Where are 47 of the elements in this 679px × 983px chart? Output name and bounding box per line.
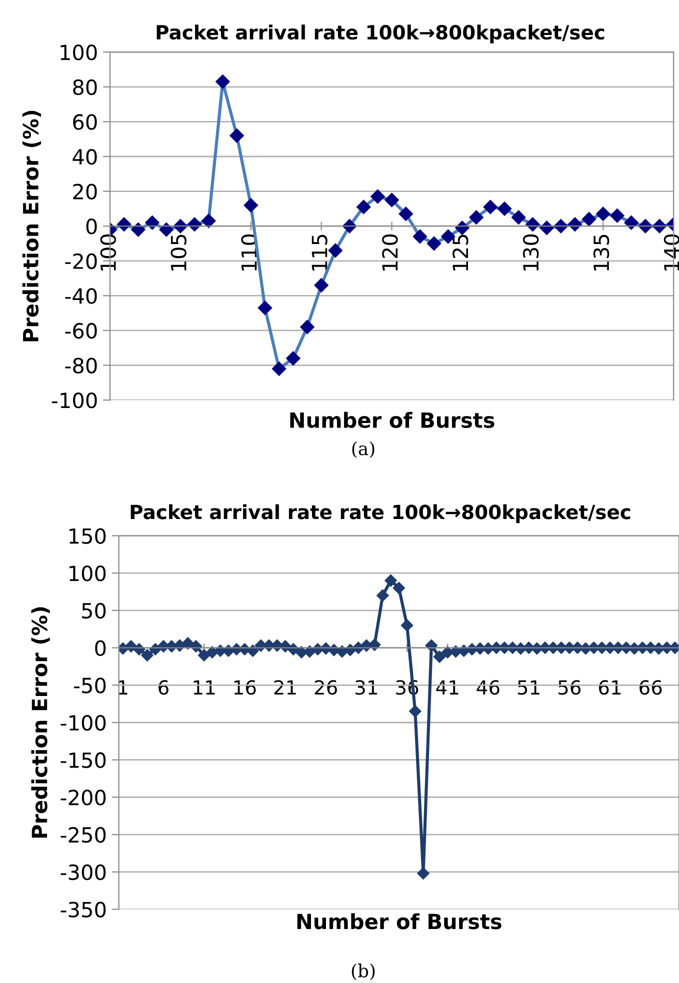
- x-tick-label: 1: [118, 680, 128, 695]
- chart-title: Packet arrival rate 100k→800kpacket/sec: [156, 24, 604, 44]
- y-tick-label: 80: [73, 79, 97, 96]
- x-tick-label: 135: [593, 234, 610, 271]
- x-tick-label: 6: [158, 680, 168, 695]
- y-tick-label: -60: [65, 322, 97, 339]
- x-tick-label: 16: [234, 680, 256, 695]
- y-tick-label: -80: [65, 358, 97, 374]
- x-tick-label: 56: [558, 680, 581, 695]
- y-tick-label: -350: [60, 902, 106, 918]
- y-tick-label: -250: [60, 827, 106, 843]
- y-tick-label: -300: [60, 864, 106, 880]
- y-tick-label: 50: [82, 602, 106, 619]
- y-tick-label: 60: [73, 114, 97, 130]
- x-tick-label: 115: [312, 234, 328, 271]
- y-tick-label: -50: [74, 678, 106, 694]
- y-tick-label: 150: [70, 528, 106, 544]
- x-tick-label: 51: [518, 680, 540, 695]
- y-tick-label: 40: [72, 148, 97, 165]
- text: (b): [352, 964, 375, 980]
- x-axis-title: Number of Bursts: [297, 913, 502, 930]
- y-tick-label: -100: [60, 714, 106, 731]
- y-tick-label: 0: [86, 218, 97, 234]
- y-tick-label: 100: [60, 44, 97, 60]
- x-tick-label: 26: [314, 680, 337, 695]
- x-tick-label: 61: [598, 680, 621, 695]
- x-tick-label: 31: [356, 680, 378, 695]
- x-tick-label: 21: [274, 680, 296, 695]
- x-tick-label: 125: [452, 234, 468, 271]
- y-axis-title: Prediction Error (%): [31, 607, 50, 838]
- y-tick-label: -150: [60, 752, 106, 768]
- y-tick-label: 0: [95, 640, 106, 656]
- x-tick-label: 130: [522, 234, 539, 271]
- text: (a): [352, 441, 374, 458]
- x-tick-label: 105: [170, 234, 186, 271]
- y-tick-label: -20: [65, 253, 97, 270]
- y-tick-label: -40: [65, 288, 97, 304]
- y-tick-label: -100: [52, 392, 97, 408]
- y-axis-title: Prediction Error (%): [22, 110, 41, 342]
- x-axis-title: Number of Bursts: [290, 412, 494, 428]
- x-tick-label: 66: [640, 680, 662, 695]
- y-tick-label: 100: [70, 566, 106, 582]
- chart-title: Packet arrival rate rate 100k→800kpacket/sec: [130, 504, 630, 524]
- y-tick-label: -200: [60, 790, 106, 806]
- x-tick-label: 11: [194, 680, 215, 695]
- x-tick-label: 120: [382, 234, 398, 271]
- y-tick-label: 20: [73, 184, 97, 200]
